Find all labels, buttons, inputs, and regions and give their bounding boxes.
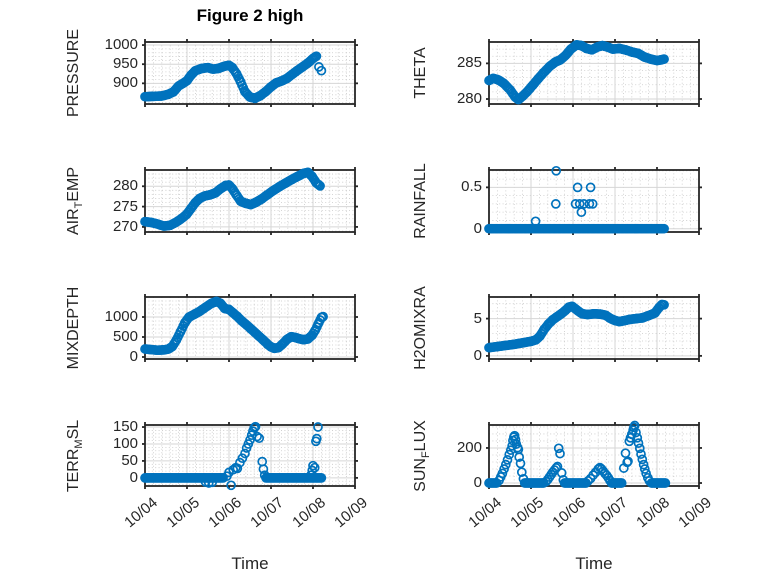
y-tick-label: 900 [112,74,138,92]
figure-title: Figure 2 high [196,6,304,25]
subplot-mixdepth [140,294,358,362]
y-tick-label: 5 [473,309,482,327]
series-markers [140,296,328,356]
subplot-theta [484,39,702,107]
plot-box [142,294,358,362]
y-tick-label: 275 [112,197,138,215]
y-tick-label: 100 [112,434,138,452]
y-tick-label: 1000 [104,308,138,325]
series-markers [140,167,325,231]
y-axis-label-terr-msl: TERRMSL [65,419,85,492]
subplot-pressure [140,39,358,107]
minor-grid [489,170,699,232]
series-markers [484,299,669,353]
y-tick-label: 50 [121,451,138,469]
y-tick-label: 0 [129,348,138,365]
plot-box [486,39,702,107]
plot-box [142,39,358,107]
subplot-terr-msl [140,421,358,491]
series-markers [484,40,669,105]
plot-box [142,167,358,235]
series-markers [140,421,327,491]
subplot-h2omixra [484,294,702,362]
major-grid [145,42,355,104]
subplot-air-temp [140,167,358,235]
y-tick-label: 0 [473,346,482,364]
plot-box [486,294,702,362]
series-markers [484,165,669,234]
y-tick-label: 280 [456,90,482,107]
series-markers [484,420,671,488]
y-tick-label: 200 [456,438,482,456]
y-tick-label: 0.5 [461,178,482,196]
y-tick-label: 150 [112,418,138,436]
y-tick-label: 950 [112,55,138,73]
x-axis-label-left: Time [231,554,269,573]
y-tick-label: 0 [129,468,138,486]
x-axis-label-right: Time [575,554,613,573]
y-tick-label: 1000 [104,36,138,54]
y-tick-label: 280 [112,177,138,195]
subplot-rainfall [484,165,702,235]
subplot-sun-flux [484,420,702,489]
y-tick-label: 0 [473,219,482,237]
y-tick-label: 0 [473,474,482,492]
series-markers [140,51,327,104]
y-tick-label: 500 [112,328,138,345]
y-axis-label-sun-flux: SUNFLUX [412,419,432,492]
y-tick-label: 270 [112,217,138,235]
y-tick-label: 285 [456,54,482,72]
